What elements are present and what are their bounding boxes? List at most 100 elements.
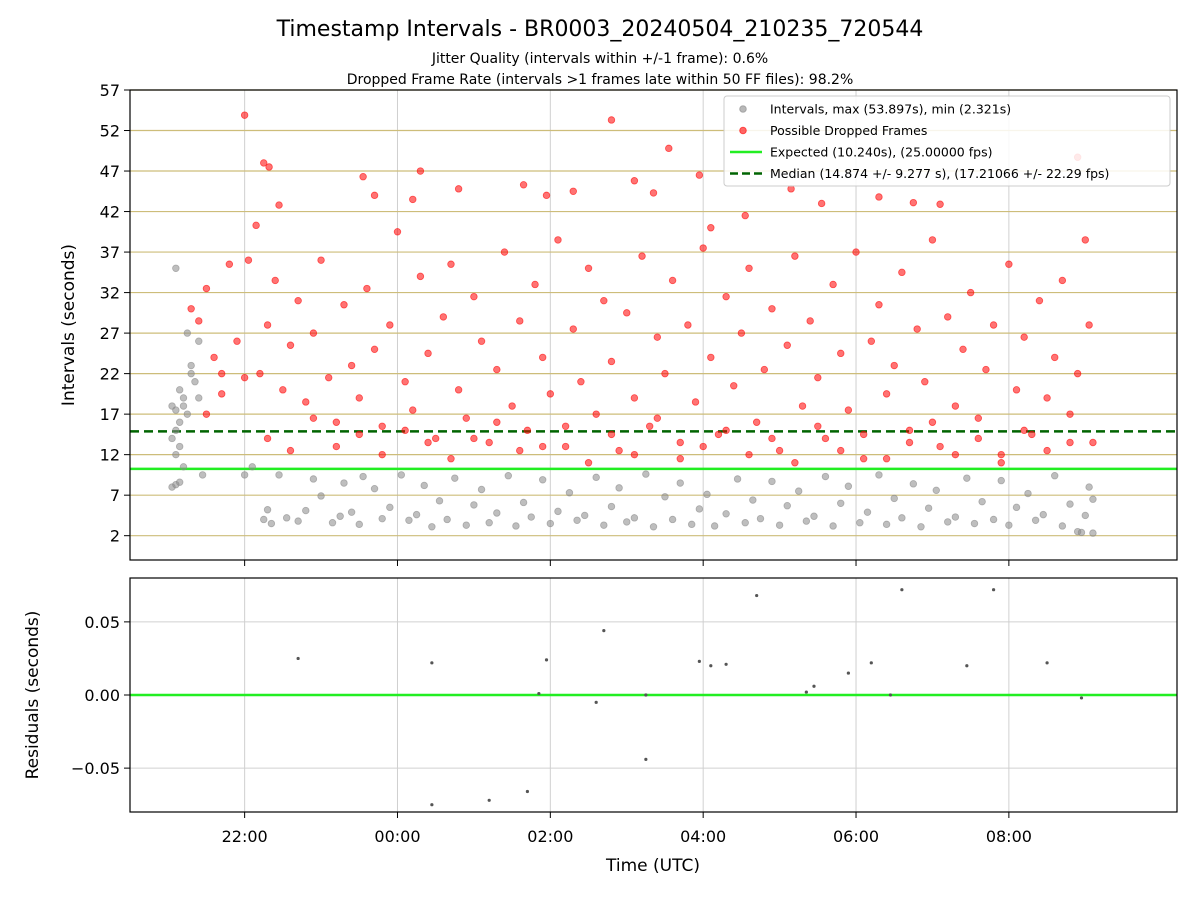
interval-point [355, 520, 363, 529]
dropped-frame-point [752, 418, 761, 426]
dropped-frame-point [1005, 260, 1013, 268]
residual-point [644, 757, 648, 761]
dropped-frame-point [783, 341, 791, 349]
dropped-frame-point [485, 438, 493, 447]
interval-point [600, 521, 608, 529]
dropped-frame-point [607, 116, 616, 124]
dropped-frame-point [554, 236, 562, 244]
interval-point [783, 502, 791, 510]
dropped-frame-point [1028, 430, 1036, 439]
interval-point [493, 509, 501, 517]
interval-point [1024, 489, 1032, 498]
dropped-frame-point [500, 248, 509, 256]
interval-point [435, 497, 444, 505]
dropped-frame-point [615, 446, 623, 455]
dropped-frame-point [768, 434, 776, 443]
dropped-frame-point [882, 455, 891, 463]
dropped-frame-point [676, 438, 684, 447]
interval-point [282, 514, 291, 522]
dropped-frame-point [561, 442, 570, 451]
interval-point [183, 410, 192, 418]
dropped-frame-point [661, 369, 669, 378]
interval-point [179, 394, 188, 402]
dropped-frame-point [409, 406, 417, 414]
residual-point [724, 662, 728, 666]
dropped-frame-point [695, 171, 704, 179]
dropped-frame-point [1020, 333, 1028, 341]
dropped-frame-point [707, 353, 715, 362]
interval-point [802, 517, 811, 525]
dropped-frame-point [600, 296, 608, 305]
interval-point [890, 494, 898, 503]
dropped-frame-point [623, 309, 631, 317]
interval-point [989, 515, 998, 524]
dropped-frame-point [416, 272, 425, 281]
residual-point [602, 629, 606, 633]
dropped-frame-point [814, 373, 822, 382]
residual-point [900, 588, 904, 592]
dropped-frame-point [852, 248, 860, 256]
dropped-frame-point [737, 329, 746, 337]
interval-point [615, 484, 623, 492]
interval-point [703, 490, 711, 499]
interval-point [963, 474, 971, 482]
dropped-frame-point [630, 177, 639, 185]
interval-point [875, 471, 883, 479]
interval-point [775, 521, 784, 529]
interval-point [275, 471, 283, 479]
legend: Intervals, max (53.897s), min (2.321s) Po… [723, 95, 1171, 187]
dropped-frame-point [195, 317, 203, 325]
dropped-frame-point [355, 394, 363, 402]
dropped-frame-point [359, 173, 367, 181]
dropped-frame-point [1085, 321, 1093, 329]
residual-point [487, 798, 491, 802]
interval-point [191, 378, 199, 386]
dropped-frame-point [684, 321, 692, 329]
dropped-frame-point [470, 292, 478, 301]
interval-point [519, 498, 528, 507]
interval-point [661, 493, 669, 501]
interval-point [428, 523, 436, 531]
interval-point [263, 506, 272, 514]
interval-point [810, 512, 818, 520]
dropped-frame-point [584, 264, 593, 272]
dropped-frame-point [286, 446, 295, 455]
dropped-frame-point [936, 442, 944, 451]
interval-point [554, 507, 562, 516]
dropped-frame-point [676, 455, 684, 463]
dropped-frame-point [691, 398, 700, 406]
interval-point [592, 473, 600, 482]
interval-point [607, 502, 616, 511]
dropped-frame-point [714, 430, 723, 439]
dropped-frame-point [592, 410, 600, 418]
interval-point [359, 472, 367, 481]
top-y-tick-label: 12 [100, 446, 120, 465]
dropped-frame-point [263, 434, 272, 443]
interval-point [573, 516, 581, 524]
dropped-frame-point [791, 252, 799, 260]
residual-point [644, 693, 648, 697]
interval-point [175, 442, 184, 451]
dropped-frame-point [722, 292, 730, 301]
dropped-frame-point [966, 288, 975, 297]
dropped-frame-point [454, 386, 463, 394]
interval-point [917, 523, 925, 531]
interval-point [649, 523, 658, 531]
interval-point [630, 514, 639, 522]
interval-point [1089, 529, 1097, 537]
interval-point [527, 513, 535, 521]
dropped-frame-point [909, 198, 918, 207]
dropped-frame-point [218, 390, 226, 398]
interval-point [997, 476, 1005, 485]
legend-label: Expected (10.240s), (25.00000 fps) [770, 145, 992, 160]
dropped-frame-point [542, 191, 551, 200]
interval-point [172, 406, 180, 414]
interval-point [340, 479, 348, 487]
dropped-frame-point [959, 345, 967, 354]
interval-point [932, 486, 940, 495]
dropped-frame-point [271, 276, 279, 285]
dropped-frame-point [1089, 438, 1097, 447]
residual-point [430, 661, 434, 665]
dropped-frame-point [531, 280, 539, 289]
dropped-frame-point [516, 317, 524, 325]
